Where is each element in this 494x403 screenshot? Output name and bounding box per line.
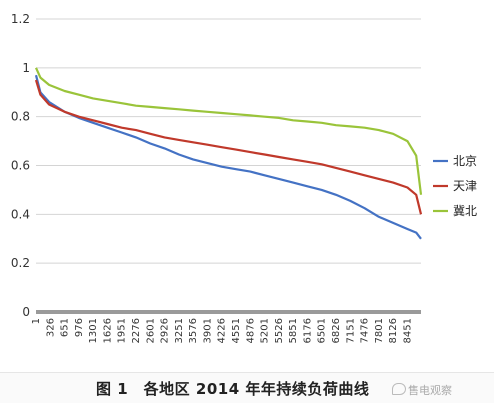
x-tick-label: 1951 (117, 318, 128, 343)
chat-bubble-icon (392, 383, 406, 395)
y-tick-label: 0.6 (11, 159, 30, 173)
x-tick-label: 5201 (260, 318, 271, 343)
y-tick-label: 0.2 (11, 256, 30, 270)
load-duration-chart: 00.20.40.60.811.2 1 326 651 976 1301 1626 1951… (11, 12, 477, 343)
x-axis-ticks: 1 326 651 976 1301 1626 1951 2276 2601 2926 3251 35… (31, 318, 413, 343)
x-tick-label: 4226 (217, 318, 228, 343)
watermark: 售电观察 (392, 382, 452, 398)
legend-label: 冀北 (453, 204, 477, 218)
x-tick-label: 2601 (145, 318, 156, 343)
x-tick-label: 3251 (174, 318, 185, 343)
y-tick-label: 1 (22, 61, 30, 75)
x-tick-label: 6501 (317, 318, 328, 343)
x-tick-label: 1 (31, 318, 42, 324)
y-axis-ticks: 0 0.2 0.4 0.6 0.8 1 1.2 (11, 12, 30, 319)
figure-caption: 图 1 各地区 2014 年年持续负荷曲线 (96, 380, 370, 398)
x-tick-label: 7151 (345, 318, 356, 343)
x-axis (36, 310, 421, 314)
x-tick-label: 6176 (302, 318, 313, 343)
chart-area: 0 0.2 0.4 0.6 0.8 1 1.2 1 326 651 976 1301 1626 1951… (11, 12, 477, 343)
x-tick-label: 5526 (274, 318, 285, 343)
y-tick-label: 0 (22, 305, 30, 319)
legend-label: 北京 (453, 154, 477, 168)
x-tick-label: 3576 (188, 318, 199, 343)
x-axis-baseline (36, 310, 421, 314)
x-tick-label: 4876 (245, 318, 256, 343)
x-tick-label: 7801 (374, 318, 385, 343)
grid-lines (36, 18, 421, 264)
x-tick-label: 976 (74, 318, 85, 337)
x-tick-label: 326 (45, 318, 56, 337)
x-tick-label: 4551 (231, 318, 242, 343)
y-tick-label: 1.2 (11, 12, 30, 26)
series-line-1 (34, 79, 423, 215)
figure-caption-bar: 图 1 各地区 2014 年年持续负荷曲线 售电观察 (0, 372, 494, 403)
series-line-2 (34, 67, 423, 195)
series-lines (34, 67, 423, 240)
x-tick-label: 5851 (288, 318, 299, 343)
x-tick-label: 7476 (360, 318, 371, 343)
series-line-0 (34, 74, 422, 240)
x-tick-label: 8451 (402, 318, 413, 343)
legend-label: 天津 (453, 179, 477, 193)
x-tick-label: 8126 (388, 318, 399, 343)
x-tick-label: 1626 (102, 318, 113, 343)
x-tick-label: 1301 (88, 318, 99, 343)
x-tick-label: 6826 (331, 318, 342, 343)
watermark-text: 售电观察 (408, 384, 452, 397)
y-tick-label: 0.4 (11, 207, 30, 221)
x-tick-label: 2926 (160, 318, 171, 343)
y-tick-label: 0.8 (11, 110, 30, 124)
x-tick-label: 2276 (131, 318, 142, 343)
x-tick-label: 3901 (202, 318, 213, 343)
x-tick-label: 651 (60, 318, 71, 337)
